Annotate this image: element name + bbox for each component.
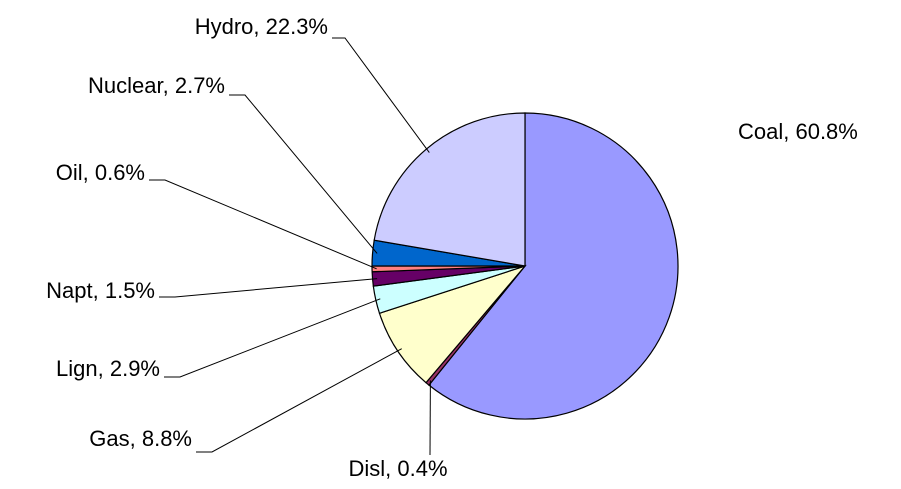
slice-label: Oil, 0.6% — [56, 160, 145, 185]
slice-label: Gas, 8.8% — [89, 426, 192, 451]
slice-label: Disl, 0.4% — [348, 456, 447, 481]
slice-label: Coal, 60.8% — [738, 119, 858, 144]
leader-line — [164, 298, 381, 378]
slice-label: Lign, 2.9% — [56, 356, 160, 381]
leader-line — [149, 179, 377, 270]
pie-slice — [373, 112, 526, 267]
leader-line — [196, 348, 402, 453]
leader-line — [229, 94, 378, 254]
slice-label: Hydro, 22.3% — [195, 14, 328, 39]
slice-label: Napt, 1.5% — [46, 278, 155, 303]
pie-slice — [428, 112, 679, 420]
slice-label: Nuclear, 2.7% — [88, 73, 225, 98]
leader-line — [332, 37, 430, 153]
leader-line — [159, 278, 378, 298]
